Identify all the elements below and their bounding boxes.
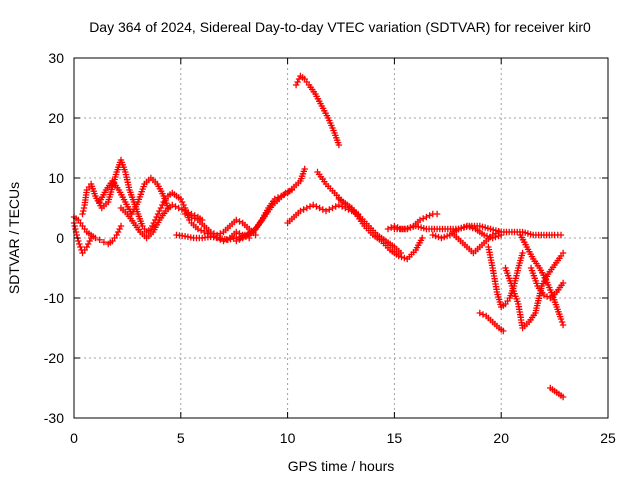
data-point-marker (75, 237, 82, 245)
data-point-marker (559, 393, 567, 401)
data-point-marker (113, 231, 120, 239)
y-tick-label: -30 (44, 410, 64, 426)
data-point-marker (116, 225, 123, 233)
data-point-marker (559, 279, 567, 287)
data-point-marker (117, 222, 125, 230)
data-point-marker (96, 236, 103, 243)
data-point-marker (395, 252, 402, 260)
y-tick-label: 0 (56, 230, 64, 246)
x-tick-label: 10 (280, 430, 296, 446)
data-point-marker (441, 233, 448, 241)
x-tick-label: 20 (493, 430, 509, 446)
plot-area (70, 72, 567, 401)
x-tick-label: 0 (70, 430, 78, 446)
y-axis-label: SDTVAR / TECUs (6, 182, 22, 294)
data-point-marker (398, 253, 405, 261)
data-point-marker (461, 223, 468, 231)
data-point-marker (80, 207, 87, 215)
data-point-marker (455, 225, 462, 233)
data-point-marker (335, 141, 343, 149)
data-point-marker (469, 224, 476, 232)
data-point-marker (463, 222, 471, 230)
y-tick-label: -20 (44, 350, 64, 366)
x-tick-label: 15 (387, 430, 403, 446)
series-arc-14 (335, 195, 426, 263)
data-point-marker (322, 207, 330, 215)
series-arc-11 (292, 72, 343, 149)
data-point-marker (73, 231, 80, 239)
data-point-marker (558, 318, 566, 326)
data-point-marker (429, 231, 436, 239)
chart-title: Day 364 of 2024, Sidereal Day-to-day VTE… (89, 19, 591, 35)
data-point-marker (295, 75, 303, 83)
y-tick-label: 10 (48, 170, 64, 186)
data-point-marker (71, 222, 78, 230)
data-point-marker (179, 198, 186, 206)
series-arc-21 (502, 249, 567, 332)
x-tick-label: 5 (177, 430, 185, 446)
data-point-marker (443, 232, 451, 240)
data-point-marker (153, 213, 160, 221)
data-point-marker (433, 210, 441, 218)
data-point-marker (79, 210, 86, 218)
series-arc-2 (70, 219, 95, 257)
data-point-marker (432, 232, 439, 240)
series-arc-24 (547, 384, 567, 401)
data-point-marker (500, 327, 507, 335)
x-tick-label: 25 (600, 430, 616, 446)
data-point-marker (154, 210, 162, 218)
data-point-marker (288, 186, 296, 194)
data-point-marker (435, 233, 442, 241)
data-point-marker (149, 222, 156, 230)
data-point-marker (301, 165, 308, 173)
x-axis-label: GPS time / hours (288, 458, 395, 474)
data-point-marker (83, 243, 90, 251)
y-tick-label: -10 (44, 290, 64, 306)
data-point-marker (401, 254, 408, 262)
data-point-marker (557, 315, 565, 323)
data-point-marker (87, 234, 95, 242)
series-arc-20 (476, 309, 507, 335)
data-point-marker (559, 321, 567, 329)
data-point-marker (72, 225, 79, 233)
data-point-marker (86, 237, 93, 245)
data-point-marker (495, 228, 503, 236)
series-arc-10 (237, 186, 296, 242)
data-point-marker (466, 223, 474, 231)
series-arc-5 (117, 201, 206, 242)
y-tick-label: 20 (48, 110, 64, 126)
axis-ticks: 0 5 10 15 20 25 -30 -20 -10 0 10 20 30 (44, 50, 616, 446)
data-point-marker (100, 239, 108, 246)
series-arc-4 (96, 174, 172, 218)
y-tick-label: 30 (48, 50, 64, 66)
data-point-marker (157, 204, 165, 212)
data-point-marker (76, 240, 83, 248)
data-point-marker (559, 249, 567, 257)
data-point-marker (557, 231, 565, 239)
data-point-marker (177, 195, 184, 203)
data-point-marker (419, 234, 426, 242)
data-point-marker (77, 243, 84, 251)
data-point-marker (294, 78, 301, 86)
series-arc-23 (527, 264, 567, 302)
data-point-marker (80, 204, 88, 212)
data-point-marker (519, 249, 526, 257)
data-point-marker (458, 224, 465, 232)
data-point-marker (480, 231, 488, 239)
series-arc-18 (451, 228, 503, 257)
data-point-marker (438, 234, 445, 242)
data-point-marker (483, 232, 491, 240)
